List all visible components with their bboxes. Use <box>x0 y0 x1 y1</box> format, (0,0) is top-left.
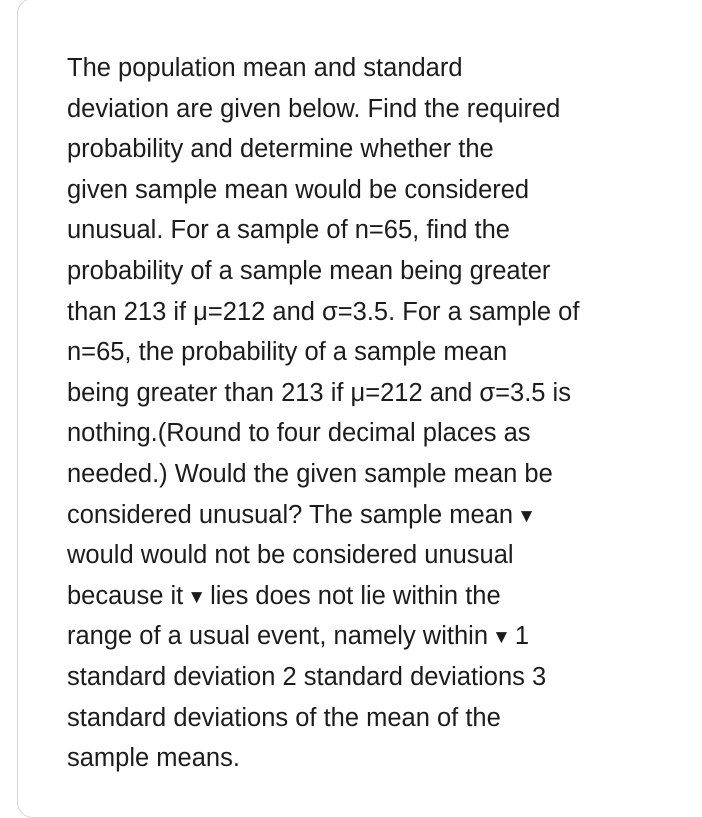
question-line: probability of a sample mean being great… <box>67 251 579 292</box>
question-line: given sample mean would be considered <box>67 170 579 211</box>
question-text-segment: because it <box>67 581 184 610</box>
question-text-segment: than 213 if μ=212 and σ=3.5. For a sampl… <box>67 297 580 326</box>
question-text-segment: would would not be considered unusual <box>67 541 514 570</box>
question-line: because it ▼ lies does not lie within the <box>67 576 579 617</box>
question-line: unusual. For a sample of n=65, find the <box>67 210 579 251</box>
question-line: sample means. <box>67 738 579 779</box>
question-text-segment: n=65, the probability of a sample mean <box>67 338 508 367</box>
question-text-segment: The population mean and standard <box>67 54 463 82</box>
question-line: than 213 if μ=212 and σ=3.5. For a sampl… <box>67 292 579 333</box>
question-text-segment: probability of a sample mean being great… <box>67 256 551 285</box>
question-text-segment: range of a usual event, namely within <box>67 622 488 651</box>
question-text-segment: probability and determine whether the <box>67 135 494 164</box>
question-text-segment: 1 <box>514 622 529 651</box>
dropdown-arrow-icon[interactable]: ▼ <box>492 627 511 649</box>
question-text-segment: deviation are given below. Find the requ… <box>67 94 561 123</box>
question-line: n=65, the probability of a sample mean <box>67 332 579 373</box>
question-line: needed.) Would the given sample mean be <box>67 454 579 495</box>
question-line: would would not be considered unusual <box>67 535 579 576</box>
question-text-segment: considered unusual? The sample mean <box>67 500 514 529</box>
question-line: considered unusual? The sample mean ▼ <box>67 495 579 536</box>
question-line: The population mean and standard <box>67 48 579 89</box>
question-line: deviation are given below. Find the requ… <box>67 89 579 130</box>
question-text-segment: needed.) Would the given sample mean be <box>67 459 553 488</box>
question-line: probability and determine whether the <box>67 129 579 170</box>
question-text-segment: unusual. For a sample of n=65, find the <box>67 216 510 245</box>
question-line: standard deviations of the mean of the <box>67 698 579 739</box>
question-line: being greater than 213 if μ=212 and σ=3.… <box>67 373 579 414</box>
question-text-segment: lies does not lie within the <box>210 581 501 610</box>
question-line: nothing.(Round to four decimal places as <box>67 413 579 454</box>
dropdown-arrow-icon[interactable]: ▼ <box>187 586 207 608</box>
question-text-segment: sample means. <box>67 744 240 773</box>
dropdown-arrow-icon[interactable]: ▼ <box>517 505 536 527</box>
question-line: standard deviation 2 standard deviations… <box>67 657 579 698</box>
question-text-segment: given sample mean would be considered <box>67 175 530 204</box>
question-text-segment: standard deviation 2 standard deviations… <box>67 662 547 691</box>
question-text: The population mean and standard deviatio… <box>67 48 579 779</box>
question-text-segment: being greater than 213 if μ=212 and σ=3.… <box>67 378 571 407</box>
question-text-segment: nothing.(Round to four decimal places as <box>67 419 531 448</box>
question-text-segment: standard deviations of the mean of the <box>67 703 501 732</box>
question-line: range of a usual event, namely within ▼ 1 <box>67 616 579 657</box>
